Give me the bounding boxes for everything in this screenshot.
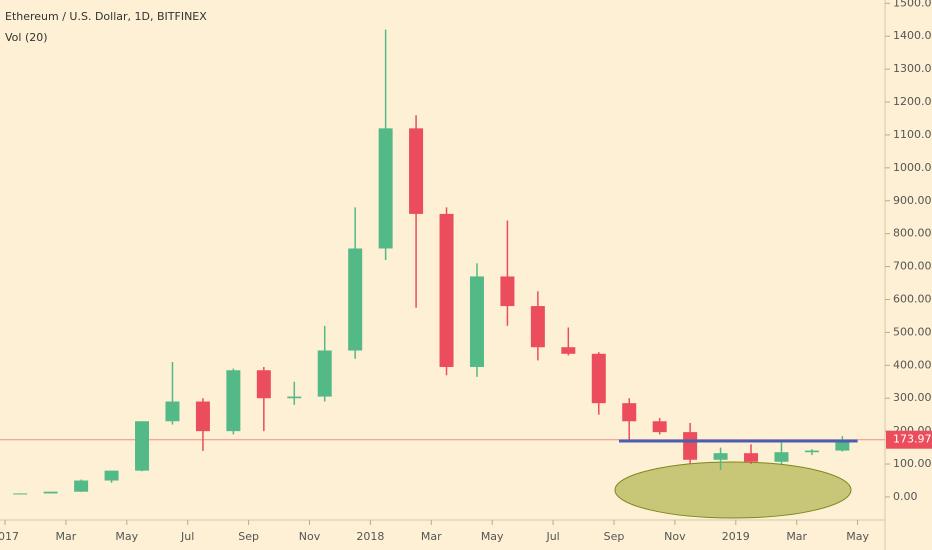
y-tick-label: 400.00 xyxy=(893,358,932,371)
y-tick-label: 1400.00 xyxy=(893,29,932,42)
y-tick-label: 1200.00 xyxy=(893,95,932,108)
candle-body xyxy=(378,128,393,249)
candle-body xyxy=(348,248,363,351)
candle-body xyxy=(804,450,819,453)
candle-body xyxy=(165,401,180,422)
candle-body xyxy=(256,370,271,399)
x-tick-label: Mar xyxy=(786,530,807,543)
candle-body xyxy=(530,306,545,348)
candle-body xyxy=(683,432,698,460)
y-tick-label: 800.00 xyxy=(893,227,932,240)
y-tick-label: 0.00 xyxy=(893,490,918,503)
y-tick-label: 700.00 xyxy=(893,260,932,273)
x-tick-label: May xyxy=(846,530,869,543)
candle-body xyxy=(774,452,789,462)
x-tick-label: 2017 xyxy=(0,530,19,543)
candle-body xyxy=(43,491,58,494)
x-tick-label: Sep xyxy=(604,530,625,543)
candle-body xyxy=(835,439,850,451)
x-tick-label: Mar xyxy=(421,530,442,543)
candle-body xyxy=(744,453,759,462)
highlight-ellipse xyxy=(614,461,852,519)
x-tick-label: 2018 xyxy=(356,530,384,543)
y-tick-label: 900.00 xyxy=(893,194,932,207)
y-tick-label: 1100.00 xyxy=(893,128,932,141)
candle-body xyxy=(195,401,210,432)
candle-body xyxy=(622,403,637,422)
y-tick-label: 1300.00 xyxy=(893,62,932,75)
candle-body xyxy=(652,421,667,433)
chart-title: Ethereum / U.S. Dollar, 1D, BITFINEX xyxy=(5,10,207,23)
candle-body xyxy=(317,350,332,397)
y-tick-label: 1000.00 xyxy=(893,161,932,174)
candle-body xyxy=(226,370,241,432)
candle-body xyxy=(469,276,484,367)
y-tick-label: 100.00 xyxy=(893,457,932,470)
x-tick-label: 2019 xyxy=(722,530,750,543)
last-price-label: 173.97 xyxy=(893,433,932,446)
candle-body xyxy=(287,396,302,399)
candle-body xyxy=(13,493,28,495)
y-tick-label: 600.00 xyxy=(893,292,932,305)
candle-body xyxy=(104,470,119,481)
x-tick-label: May xyxy=(481,530,504,543)
y-tick-label: 300.00 xyxy=(893,391,932,404)
candle-body xyxy=(135,421,150,471)
x-tick-label: Nov xyxy=(664,530,686,543)
candle-body xyxy=(500,276,515,307)
candle-body xyxy=(439,213,454,367)
candle-body xyxy=(713,453,728,460)
x-tick-label: Sep xyxy=(238,530,259,543)
last-price-badge xyxy=(886,430,932,449)
candle-body xyxy=(591,353,606,404)
candle-body xyxy=(409,128,424,214)
x-tick-label: May xyxy=(115,530,138,543)
x-tick-label: Jul xyxy=(180,530,194,543)
y-tick-label: 1500.00 xyxy=(893,0,932,9)
candle-body xyxy=(74,480,89,492)
volume-legend: Vol (20) xyxy=(5,31,48,44)
candle-body xyxy=(561,347,576,354)
x-tick-label: Nov xyxy=(299,530,321,543)
x-tick-label: Mar xyxy=(56,530,77,543)
x-tick-label: Jul xyxy=(545,530,559,543)
y-tick-label: 500.00 xyxy=(893,325,932,338)
